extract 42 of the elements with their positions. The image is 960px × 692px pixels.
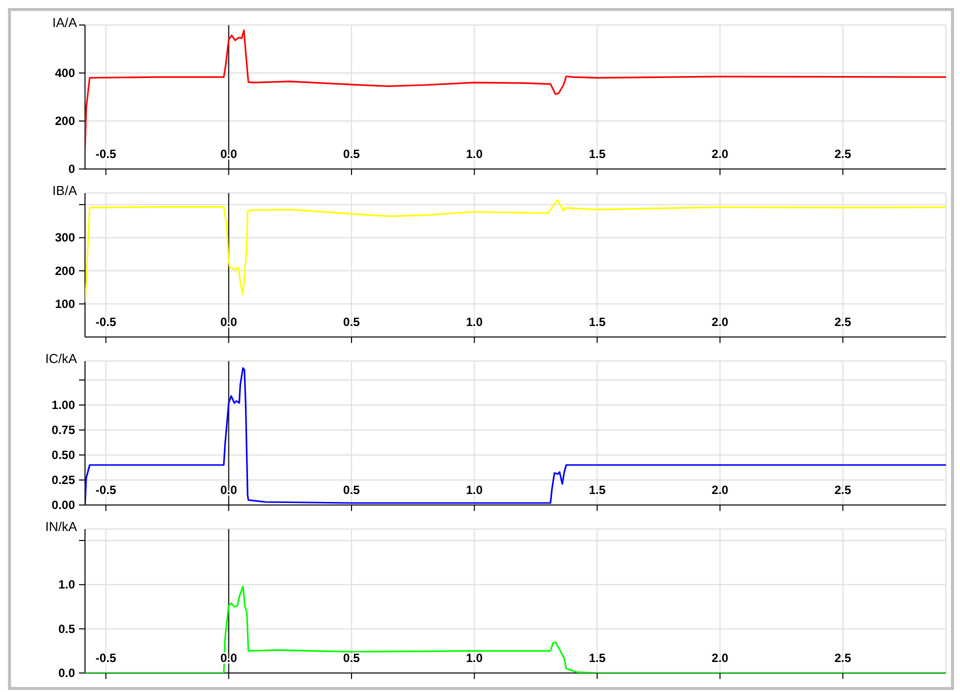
y-axis-title: IN/kA	[45, 519, 78, 534]
y-tick-label: 100	[54, 296, 76, 311]
x-tick-label: 1.0	[466, 651, 484, 665]
x-tick-label: 1.5	[588, 483, 606, 497]
x-tick-label: 2.0	[712, 483, 729, 497]
y-tick-label: 200	[54, 264, 76, 278]
y-tick-label: 0	[68, 162, 76, 176]
y-axis-title: IA/A	[52, 15, 78, 30]
y-tick-label: 0.50	[52, 448, 76, 462]
y-tick-label: 0.00	[52, 498, 76, 512]
y-axis-title: IC/kA	[45, 351, 78, 366]
x-tick-label: -0.5	[96, 483, 117, 497]
y-tick-label: 0.0	[58, 666, 76, 680]
x-tick-label: 1.5	[588, 651, 606, 665]
x-tick-label: 0.5	[343, 147, 360, 161]
x-tick-label: 2.5	[834, 315, 852, 329]
y-tick-label: 200	[54, 114, 76, 128]
x-tick-label: 2.5	[834, 483, 852, 497]
x-tick-label: -0.5	[96, 651, 117, 665]
x-tick-label: 1.0	[466, 483, 484, 497]
x-tick-label: 1.0	[466, 147, 484, 161]
x-tick-label: 2.5	[834, 147, 852, 161]
y-tick-label: 0.75	[52, 423, 76, 437]
y-axis-title: IB/A	[52, 183, 78, 198]
y-tick-label: 1.00	[52, 398, 76, 412]
x-tick-label: -0.5	[96, 315, 117, 329]
x-tick-label: 1.5	[588, 315, 606, 329]
x-tick-label: 1.5	[588, 147, 606, 161]
x-tick-label: 1.0	[466, 315, 484, 329]
x-tick-label: 0.5	[343, 483, 360, 497]
y-tick-label: 0.25	[52, 473, 76, 487]
x-tick-label: 0.5	[343, 651, 360, 665]
x-tick-label: 2.0	[712, 315, 729, 329]
x-tick-label: 2.0	[712, 651, 729, 665]
y-tick-label: 300	[54, 230, 76, 245]
y-tick-label: 0.5	[58, 622, 76, 636]
x-tick-label: 2.5	[834, 651, 852, 665]
x-tick-label: 2.0	[712, 147, 729, 161]
x-tick-label: -0.5	[96, 147, 117, 161]
y-tick-label: 1.0	[58, 578, 76, 592]
x-tick-label: 0.5	[343, 315, 360, 329]
y-tick-label: 400	[54, 66, 76, 80]
